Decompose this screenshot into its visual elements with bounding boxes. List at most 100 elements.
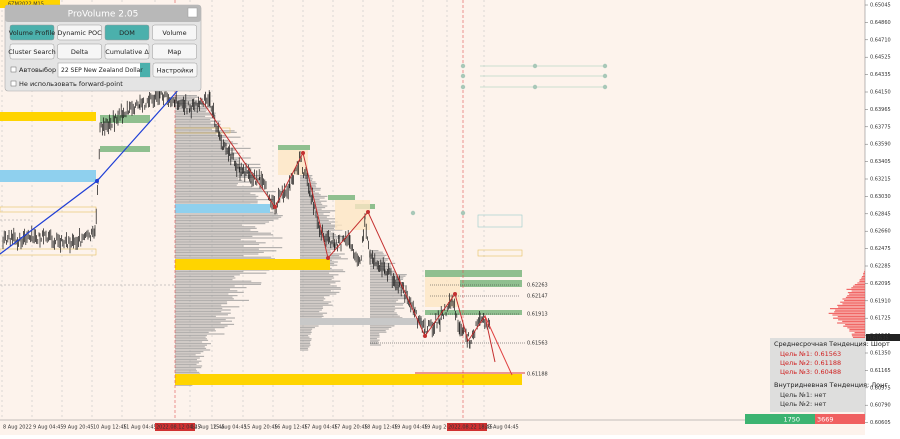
volume-bar xyxy=(175,329,215,330)
level-dot xyxy=(461,211,465,215)
volume-bar xyxy=(175,330,216,331)
mid-trend: Среднесрочная Тенденция: Шорт xyxy=(774,340,890,348)
volume-bar xyxy=(863,274,865,275)
volume-bar xyxy=(370,304,403,305)
volume-bar xyxy=(300,220,329,221)
volume-bar xyxy=(175,337,206,338)
auto-select-label: Автовыбор xyxy=(19,66,56,74)
time-label: 10 Aug 12:45 xyxy=(93,425,127,431)
volume-bar xyxy=(843,326,865,327)
volume-bar xyxy=(300,247,340,248)
volume-bar xyxy=(175,151,229,152)
checkbox[interactable] xyxy=(11,81,16,86)
buy-volume: 1750 xyxy=(783,416,800,424)
price-label: 0.62845 xyxy=(870,211,891,217)
price-label: 0.64525 xyxy=(870,55,891,61)
volume-bar xyxy=(300,335,308,336)
volume-bar xyxy=(300,201,327,202)
volume-bar xyxy=(175,316,216,317)
price-label: 0.64710 xyxy=(870,37,891,43)
volume-bar xyxy=(300,313,327,314)
volume-bar xyxy=(300,301,331,302)
volume-bar xyxy=(175,122,211,123)
volume-bar xyxy=(300,213,324,214)
time-label: 18 Aug 12:45 xyxy=(364,425,398,431)
volume-bar xyxy=(175,170,239,171)
volume-bar xyxy=(300,185,316,186)
volume-bar xyxy=(300,345,311,346)
volume-bar xyxy=(300,231,331,232)
volume-bar xyxy=(370,333,379,334)
level-dot xyxy=(603,85,607,89)
volume-bar xyxy=(852,290,865,291)
level-dot xyxy=(603,64,607,68)
volume-bar xyxy=(175,297,233,298)
volume-bar xyxy=(370,327,391,328)
volume-bar xyxy=(175,271,243,272)
settings-label: Настройки xyxy=(157,67,194,75)
volume-bar xyxy=(300,281,340,282)
volume-bar xyxy=(175,162,230,163)
panel-button-label[interactable]: Volume xyxy=(162,29,186,37)
panel-button-label[interactable]: Dynamic POC xyxy=(57,29,102,37)
panel-button-label[interactable]: Map xyxy=(168,48,182,56)
volume-bar xyxy=(857,282,865,283)
volume-bar xyxy=(175,119,210,120)
volume-bar xyxy=(175,244,259,245)
panel-button-label[interactable]: Delta xyxy=(71,48,88,56)
volume-bar xyxy=(175,356,204,357)
checkbox[interactable] xyxy=(11,67,16,72)
volume-bar xyxy=(300,237,340,238)
volume-bar xyxy=(864,271,865,272)
volume-bar xyxy=(175,217,281,218)
volume-bar xyxy=(175,218,278,219)
volume-bar xyxy=(834,311,865,312)
mid-target: Цель №3: 0.60488 xyxy=(780,368,841,376)
buy-volume-bar xyxy=(745,414,815,424)
volume-bar xyxy=(370,330,386,331)
volume-bar xyxy=(370,341,378,342)
volume-bar xyxy=(300,223,331,224)
volume-bar xyxy=(300,245,338,246)
volume-bar xyxy=(175,253,258,254)
volume-bar xyxy=(855,332,865,333)
instrument-label: 22 SEP New Zealand Dollar xyxy=(61,67,143,74)
volume-bar xyxy=(175,364,197,365)
pivot-dot xyxy=(273,205,277,209)
volume-bar xyxy=(300,330,311,331)
pivot-dot xyxy=(366,210,370,214)
volume-bar xyxy=(175,215,283,216)
volume-bar xyxy=(300,276,333,277)
panel-button-label[interactable]: Cluster Search xyxy=(8,48,55,56)
volume-bar xyxy=(175,202,258,203)
volume-bar xyxy=(845,324,865,325)
level-dot xyxy=(461,64,465,68)
volume-bar xyxy=(175,146,225,147)
level-dot xyxy=(461,85,465,89)
panel-button-label[interactable]: Volume Profile xyxy=(9,29,55,37)
panel-button-label[interactable]: Cumulative Δ xyxy=(105,48,149,56)
volume-bar xyxy=(853,337,865,338)
volume-bar xyxy=(300,180,312,181)
volume-bar xyxy=(175,282,261,283)
volume-bar xyxy=(300,212,330,213)
level-dot xyxy=(461,74,465,78)
volume-bar xyxy=(175,276,234,277)
volume-bar xyxy=(300,314,323,315)
volume-bar xyxy=(175,225,242,226)
level-dot xyxy=(603,74,607,78)
volume-bar xyxy=(175,303,227,304)
panel-title: ProVolume 2.05 xyxy=(68,10,139,20)
volume-bar xyxy=(837,305,865,306)
price-label: 0.63775 xyxy=(870,124,891,130)
volume-bar xyxy=(175,369,196,370)
yellow-zone xyxy=(175,259,330,270)
volume-bar xyxy=(842,298,865,299)
volume-bar xyxy=(175,357,200,358)
volume-bar xyxy=(370,332,386,333)
volume-bar xyxy=(175,185,237,186)
panel-button-label[interactable]: DOM xyxy=(119,29,135,37)
volume-bar xyxy=(175,197,256,198)
volume-bar xyxy=(300,348,308,349)
volume-bar xyxy=(300,218,335,219)
